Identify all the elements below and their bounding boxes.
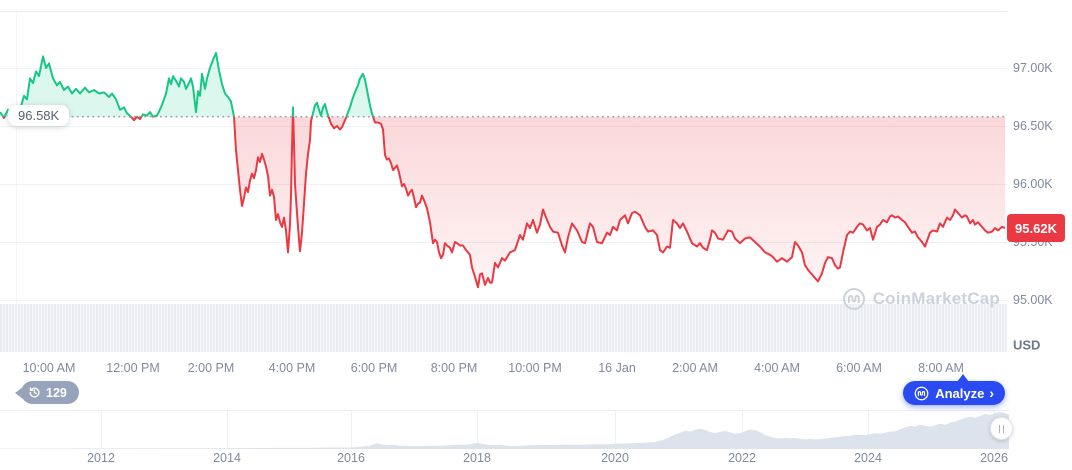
time-axis: 10:00 AM 12:00 PM 2:00 PM 4:00 PM 6:00 PM 8:0… — [0, 352, 1007, 380]
gridline — [0, 68, 1007, 69]
range-handle[interactable] — [990, 417, 1013, 440]
x-axis-tick: 6:00 AM — [836, 361, 882, 375]
year-gridline — [101, 411, 102, 449]
year-tick: 2016 — [337, 451, 365, 465]
chart-top-border — [0, 11, 1007, 12]
chevron-right-icon: › — [989, 385, 994, 401]
x-axis-tick: 4:00 PM — [268, 361, 316, 375]
year-tick: 2026 — [980, 451, 1008, 465]
x-axis-tick: 10:00 AM — [22, 361, 76, 375]
year-gridline — [868, 411, 869, 449]
x-axis-tick: 4:00 AM — [754, 361, 800, 375]
current-price-badge: 95.62K — [1007, 214, 1065, 243]
x-axis-tick: 16 Jan — [598, 361, 636, 375]
volume-bars — [0, 304, 1007, 352]
year-gridline — [227, 411, 228, 449]
year-tick: 2014 — [213, 451, 241, 465]
cmc-logo-icon — [842, 288, 865, 310]
currency-label: USD — [1013, 337, 1041, 353]
year-tick: 2020 — [601, 451, 629, 465]
year-gridline — [742, 411, 743, 449]
range-selector[interactable] — [0, 410, 1013, 449]
analyze-label: Analyze — [935, 385, 985, 401]
gridline — [0, 300, 1007, 301]
year-tick: 2012 — [87, 451, 115, 465]
cmc-logo-icon — [914, 386, 929, 400]
baseline-price-label: 96.58K — [8, 105, 70, 126]
history-count: 129 — [46, 385, 67, 400]
x-axis-tick: 8:00 PM — [430, 361, 478, 375]
y-axis-tick: 96.50K — [1013, 119, 1053, 133]
year-axis: 2012 2014 2016 2018 2020 2022 2024 2026 — [0, 451, 1072, 470]
y-axis-tick: 96.00K — [1013, 177, 1053, 191]
y-axis-tick: 95.00K — [1013, 293, 1053, 307]
x-axis-tick: 8:00 AM — [918, 361, 964, 375]
history-count-badge[interactable]: 129 — [21, 381, 79, 404]
x-axis-tick: 2:00 PM — [187, 361, 235, 375]
year-gridline — [477, 411, 478, 449]
year-gridline — [351, 411, 352, 449]
x-axis-tick: 10:00 PM — [508, 361, 562, 375]
history-clock-icon — [29, 387, 40, 398]
year-tick: 2024 — [854, 451, 882, 465]
coinmarketcap-watermark: CoinMarketCap — [842, 287, 1000, 311]
year-gridline — [615, 411, 616, 449]
x-axis-tick: 12:00 PM — [106, 361, 160, 375]
y-axis-tick: 97.00K — [1013, 61, 1053, 75]
analyze-button[interactable]: Analyze › — [903, 381, 1005, 405]
year-tick: 2022 — [728, 451, 756, 465]
drag-handle-icon — [998, 424, 1001, 433]
price-chart[interactable]: CoinMarketCap 96.58K — [0, 0, 1007, 352]
year-tick: 2018 — [463, 451, 491, 465]
x-axis-tick: 6:00 PM — [350, 361, 398, 375]
watermark-text: CoinMarketCap — [872, 289, 1000, 308]
chart-left-border — [16, 11, 17, 352]
x-axis-tick: 2:00 AM — [672, 361, 718, 375]
analyze-button-notch — [957, 374, 969, 382]
